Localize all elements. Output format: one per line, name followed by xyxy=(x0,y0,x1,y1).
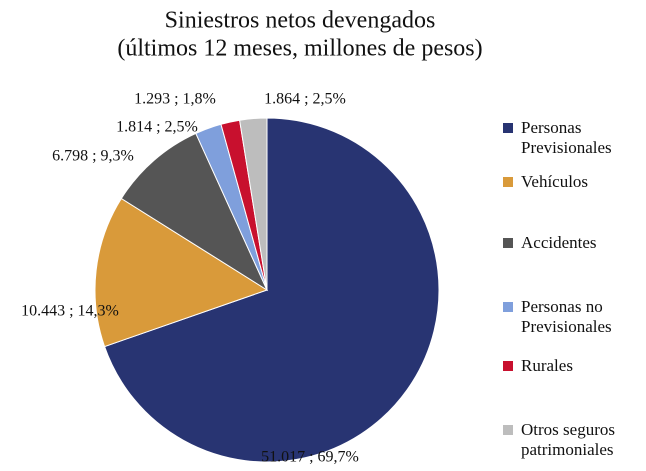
data-label: 1.293 ; 1,8% xyxy=(134,91,216,108)
data-label: 51.017 ; 69,7% xyxy=(261,449,359,466)
pie-slice xyxy=(94,197,269,348)
legend-swatch xyxy=(503,177,513,187)
data-label: 1.864 ; 2,5% xyxy=(264,91,346,108)
pie-slice xyxy=(103,117,440,463)
legend-swatch xyxy=(503,425,513,435)
legend-label: Rurales xyxy=(521,356,573,375)
legend-label: Otros seguros patrimoniales xyxy=(521,420,615,459)
legend-item: Personas Previsionales xyxy=(503,118,643,158)
legend-swatch xyxy=(503,238,513,248)
data-label: 10.443 ; 14,3% xyxy=(21,303,119,320)
legend-label: Vehículos xyxy=(521,172,589,191)
pie-slice xyxy=(239,117,268,291)
chart-title: Siniestros netos devengados xyxy=(165,8,436,34)
legend-swatch xyxy=(503,123,513,133)
legend-item: Otros seguros patrimoniales xyxy=(503,420,643,460)
chart-subtitle: (últimos 12 meses, millones de pesos) xyxy=(117,36,482,62)
pie-slice xyxy=(120,132,269,292)
legend-item: Rurales xyxy=(503,356,643,376)
data-label: 6.798 ; 9,3% xyxy=(52,148,134,165)
legend-item: Accidentes xyxy=(503,233,643,253)
data-label: 1.814 ; 2,5% xyxy=(116,119,198,136)
legend-swatch xyxy=(503,361,513,371)
legend-label: Accidentes xyxy=(521,233,597,252)
legend-swatch xyxy=(503,302,513,312)
legend-label: Personas Previsionales xyxy=(521,118,612,157)
legend-item: Personas no Previsionales xyxy=(503,297,643,337)
legend-label: Personas no Previsionales xyxy=(521,297,612,336)
legend-item: Vehículos xyxy=(503,172,643,192)
